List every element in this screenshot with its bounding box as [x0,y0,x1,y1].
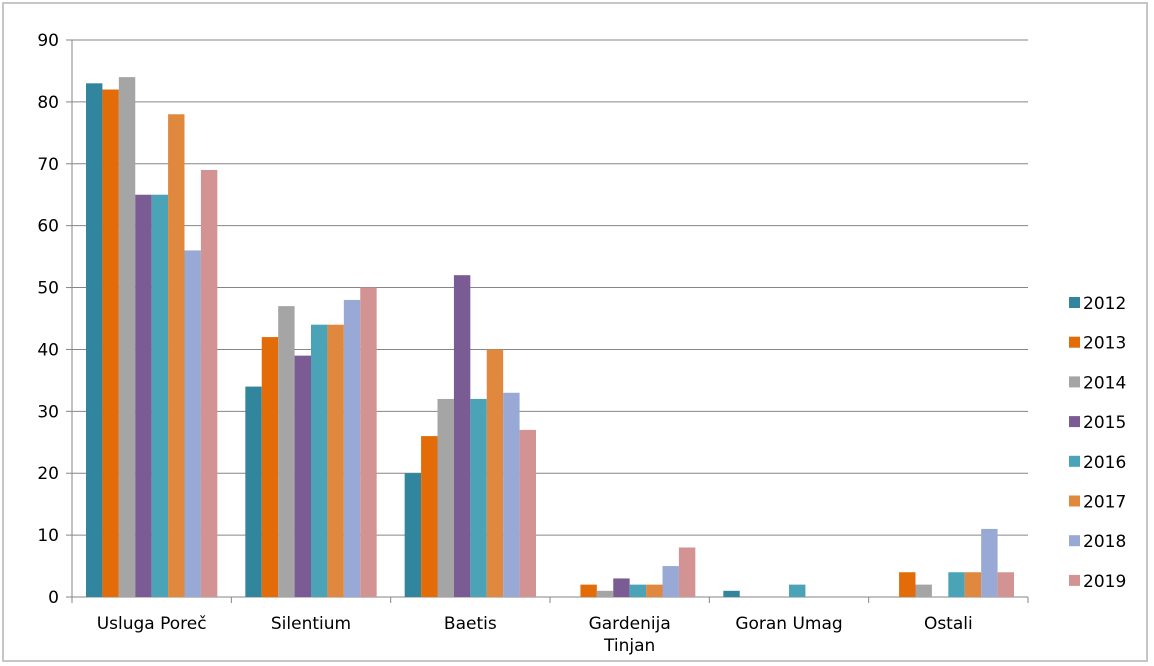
y-tick-label: 70 [37,155,59,175]
bar-2017 [646,584,663,597]
y-tick-label: 50 [37,279,59,299]
bar-2015 [613,578,630,597]
bar-2017 [327,324,344,597]
legend-swatch-2013 [1069,336,1080,348]
bar-2013 [261,337,279,597]
y-tick-label: 90 [37,31,59,51]
legend-label: 2014 [1083,373,1126,393]
bar-2014 [437,398,454,597]
x-category-label: Goran Umag [735,614,842,634]
y-tick-label: 20 [37,464,59,484]
y-tick-label: 10 [37,526,59,546]
legend-label: 2015 [1083,413,1126,433]
legend-label: 2012 [1083,294,1126,314]
legend-label: 2019 [1083,572,1126,592]
bar-2016 [629,584,647,597]
x-category-label: Gardenija Tinjan [589,614,671,656]
y-tick-label: 80 [37,93,59,113]
bar-2015 [453,275,471,597]
bar-2013 [899,572,916,597]
bar-2018 [662,566,679,597]
bar-2018 [184,250,201,597]
bar-2012 [245,386,262,597]
y-tick-label: 0 [48,588,59,608]
bar-2013 [421,436,438,597]
bar-2014 [915,584,932,597]
bar-2013 [580,584,597,597]
bar-2014 [278,306,295,597]
legend-swatch-2019 [1069,574,1080,586]
bar-2012 [723,590,740,597]
bar-2018 [343,299,361,597]
legend-swatch-2014 [1069,376,1080,388]
bar-2017 [168,114,185,598]
legend-label: 2013 [1083,334,1126,354]
bar-2017 [486,349,504,597]
legend-swatch-2018 [1069,535,1080,547]
legend-label: 2016 [1083,453,1126,473]
x-category-label: Silentium [271,614,351,634]
bar-2019 [997,572,1014,597]
bar-2019 [678,547,696,597]
bar-2015 [294,355,311,597]
bar-2015 [135,194,152,597]
bar-2018 [981,528,998,597]
legend-label: 2018 [1083,532,1126,552]
bar-2018 [503,392,520,597]
x-category-label: Usluga Poreč [97,614,207,634]
legend-label: 2017 [1083,493,1126,513]
x-category-label: Baetis [444,614,497,634]
bar-2019 [360,287,377,597]
y-tick-label: 60 [37,217,59,237]
bar-2014 [596,590,614,597]
legend-swatch-2016 [1069,455,1080,467]
bar-2016 [948,572,965,597]
bar-2016 [789,584,806,597]
x-category-label: Ostali [924,614,973,634]
y-tick-label: 30 [37,402,59,422]
bar-2016 [470,398,487,597]
bar-2013 [102,89,119,597]
bar-2019 [200,169,218,597]
y-tick-label: 40 [37,340,59,360]
bar-2017 [964,572,982,597]
legend-swatch-2015 [1069,416,1080,428]
legend-swatch-2017 [1069,495,1080,507]
bar-2012 [86,83,103,598]
bar-2012 [404,473,422,597]
bar-2019 [519,429,536,597]
bar-2014 [118,77,136,598]
bar-2016 [311,324,328,597]
legend-swatch-2012 [1069,297,1080,308]
bar-2016 [151,194,169,597]
